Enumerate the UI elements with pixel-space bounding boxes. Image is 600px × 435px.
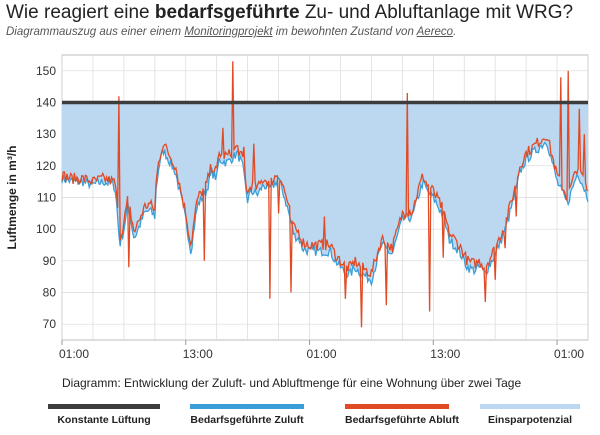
y-tick-label: 70 bbox=[43, 317, 57, 331]
title-text-pre: Wie reagiert eine bbox=[6, 2, 155, 23]
x-tick-labels: 01:00 13:00 01:00 13:00 01:00 bbox=[59, 340, 584, 361]
x-tick-label: 01:00 bbox=[59, 347, 89, 361]
y-tick-labels: 70 80 90 100 110 120 130 140 150 bbox=[36, 64, 56, 331]
title-text-bold: bedarfsgeführte bbox=[154, 2, 300, 23]
y-tick-label: 90 bbox=[43, 254, 57, 268]
subtitle-link-monitoring[interactable]: Monitoringprojekt bbox=[184, 26, 273, 38]
x-tick-label: 01:00 bbox=[307, 347, 337, 361]
legend-label-supply: Bedarfsgeführte Zuluft bbox=[190, 414, 304, 426]
title-text-post: Zu- und Abluftanlage mit WRG? bbox=[299, 2, 574, 23]
y-axis-label: Luftmenge in m³/h bbox=[5, 146, 19, 250]
x-tick-label: 01:00 bbox=[554, 347, 584, 361]
subtitle-text-pre: Diagrammauszug aus einer einem bbox=[6, 26, 185, 38]
savings-area bbox=[62, 102, 588, 285]
legend-label-exhaust: Bedarfsgeführte Abluft bbox=[345, 414, 459, 426]
x-tick-label: 13:00 bbox=[430, 347, 460, 361]
legend-swatch-exhaust bbox=[345, 404, 449, 409]
y-tick-label: 110 bbox=[37, 191, 56, 205]
y-tick-label: 140 bbox=[36, 96, 56, 110]
legend-label-savings: Einsparpotenzial bbox=[487, 414, 572, 426]
legend-item-supply: Bedarfsgeführte Zuluft bbox=[190, 404, 304, 434]
y-tick-label: 120 bbox=[36, 159, 56, 173]
y-tick-label: 150 bbox=[36, 64, 56, 78]
legend-item-constant: Konstante Lüftung bbox=[48, 404, 160, 434]
legend-swatch-savings bbox=[480, 404, 580, 409]
series-line-exhaust bbox=[61, 61, 589, 328]
subtitle-text-end: . bbox=[453, 26, 457, 38]
subtitle-link-aereco[interactable]: Aereco bbox=[416, 26, 454, 38]
y-tick-label: 100 bbox=[36, 222, 56, 236]
legend-swatch-constant bbox=[48, 404, 160, 409]
y-tick-label: 80 bbox=[43, 286, 57, 300]
chart-caption: Diagramm: Entwicklung der Zuluft- und Ab… bbox=[62, 376, 522, 390]
legend-item-exhaust: Bedarfsgeführte Abluft bbox=[345, 404, 459, 434]
y-tick-label: 130 bbox=[36, 127, 56, 141]
chart-subtitle: Diagrammauszug aus einer einem Monitorin… bbox=[6, 26, 456, 38]
legend-item-savings: Einsparpotenzial bbox=[480, 404, 580, 434]
subtitle-text-mid: im bewohnten Zustand von bbox=[272, 26, 417, 38]
legend-swatch-supply bbox=[190, 404, 304, 409]
x-tick-label: 13:00 bbox=[183, 347, 213, 361]
chart-title: Wie reagiert eine bedarfsgeführte Zu- un… bbox=[6, 2, 573, 24]
legend-label-constant: Konstante Lüftung bbox=[57, 414, 151, 426]
